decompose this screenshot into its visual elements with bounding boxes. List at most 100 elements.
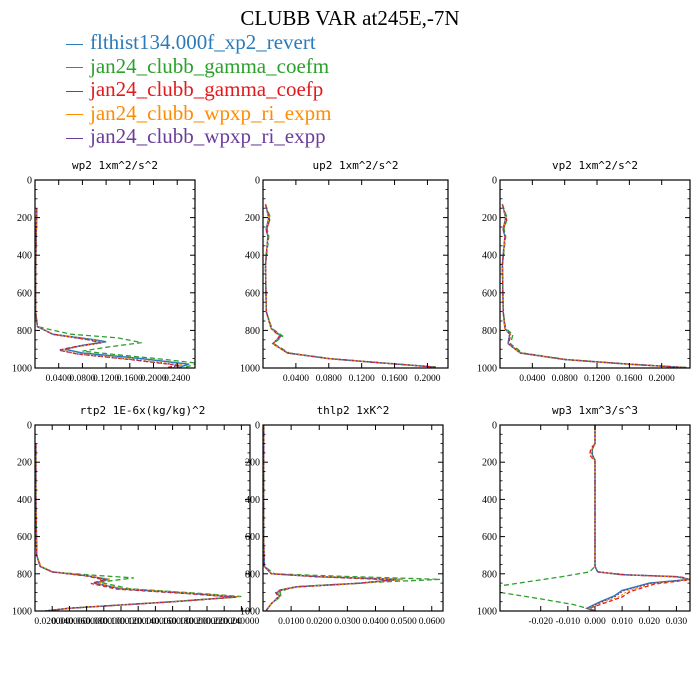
legend-swatch — [66, 43, 83, 45]
legend-swatch — [66, 67, 83, 69]
y-tick-label: 200 — [17, 458, 32, 469]
series-line — [264, 204, 436, 368]
legend-label: jan24_clubb_wpxp_ri_expp — [90, 124, 326, 148]
x-tick-label: 0.0400 — [519, 374, 545, 384]
series-line — [35, 208, 190, 368]
x-tick-label: 0.1200 — [584, 374, 610, 384]
x-tick-label: 0.2000 — [140, 374, 166, 384]
plot-frame — [34, 179, 196, 369]
series-line — [501, 204, 687, 368]
panel-title: up2 1xm^2/s^2 — [312, 159, 398, 172]
legend-entry: jan24_clubb_wpxp_ri_expm — [64, 100, 332, 126]
y-tick-label: 600 — [482, 532, 497, 543]
y-tick-label: 200 — [245, 213, 260, 224]
x-tick-label: 0.000 — [584, 617, 606, 627]
plot-frame — [34, 424, 251, 612]
series-line — [584, 425, 690, 611]
x-tick-label: 0.080000 — [86, 617, 122, 627]
series-line — [35, 443, 235, 611]
x-tick-label: 0.100000 — [103, 617, 139, 627]
panel-title: wp2 1xm^2/s^2 — [72, 159, 158, 172]
series-line — [587, 425, 690, 611]
chart-panel: rtp2 1E-6x(kg/kg)^2020040060080010000.02… — [12, 404, 259, 627]
series-line — [264, 204, 438, 368]
x-tick-label: 0.140000 — [138, 617, 174, 627]
legend: flthist134.000f_xp2_revert jan24_clubb_g… — [64, 30, 332, 149]
series-line — [501, 204, 688, 368]
series-group — [501, 204, 688, 368]
x-tick-label: -0.020 — [528, 617, 553, 627]
plot-frame — [262, 179, 449, 369]
y-tick-label: 800 — [17, 326, 32, 337]
series-line — [35, 443, 237, 611]
x-tick-label: 0.040000 — [52, 617, 88, 627]
x-tick-label: 0.020 — [639, 617, 661, 627]
series-line — [35, 443, 238, 611]
legend-label: jan24_clubb_wpxp_ri_expm — [90, 100, 332, 125]
x-tick-label: 0.120000 — [120, 617, 156, 627]
panel-title: rtp2 1E-6x(kg/kg)^2 — [80, 404, 206, 417]
y-tick-label: 600 — [482, 288, 497, 299]
series-line — [263, 425, 404, 611]
x-tick-label: 0.2000 — [414, 374, 440, 384]
plot-frame — [499, 179, 691, 369]
x-tick-label: 0.0800 — [552, 374, 578, 384]
x-tick-label: 0.0500 — [391, 617, 417, 627]
series-line — [501, 204, 687, 368]
series-group — [35, 208, 195, 368]
x-tick-label: 0.0200 — [306, 617, 332, 627]
y-tick-label: 1000 — [240, 364, 260, 375]
series-line — [586, 425, 690, 611]
y-tick-label: 0 — [27, 176, 32, 187]
y-tick-label: 800 — [245, 326, 260, 337]
x-tick-label: 0.1600 — [117, 374, 143, 384]
x-tick-label: 0.020000 — [34, 617, 70, 627]
x-tick-label: 0.0400 — [283, 374, 309, 384]
x-tick-label: -0.010 — [556, 617, 581, 627]
y-tick-label: 0 — [255, 176, 260, 187]
y-tick-label: 0 — [492, 421, 497, 432]
x-tick-label: 0.0300 — [334, 617, 360, 627]
y-tick-label: 1000 — [477, 607, 497, 618]
y-tick-label: 800 — [482, 326, 497, 337]
y-tick-label: 800 — [482, 569, 497, 580]
legend-label: jan24_clubb_gamma_coefm — [90, 53, 330, 78]
x-tick-label: 0.180000 — [172, 617, 208, 627]
series-line — [264, 204, 436, 368]
chart-panel: vp2 1xm^2/s^2 0 200 400 600 800 1000 0.0400 0.08… — [477, 159, 691, 384]
series-line — [264, 204, 436, 368]
series-line — [35, 208, 195, 368]
x-tick-label: 0.240000 — [224, 617, 260, 627]
series-line — [35, 208, 181, 368]
series-line — [500, 425, 596, 611]
chart-panel: up2 1xm^2/s^2 0 200 400 600 800 1000 0.0400 0.08… — [240, 159, 449, 384]
chart-panel: wp2 1xm^2/s^2 0 200 400 600 800 1000 0.04000.08… — [12, 159, 196, 384]
panel-title: thlp2 1xK^2 — [317, 404, 390, 417]
panel-title: wp3 1xm^3/s^3 — [552, 404, 638, 417]
series-line — [35, 208, 184, 368]
chart-panel: wp3 1xm^3/s^3 0 200 400 600 800 1000 -0.020 -0.0… — [477, 404, 691, 627]
x-tick-label: 0.2000 — [649, 374, 675, 384]
x-tick-label: 0.1600 — [381, 374, 407, 384]
legend-entry: jan24_clubb_gamma_coefm — [64, 53, 331, 79]
x-tick-label: 0.200000 — [189, 617, 225, 627]
panel-title: vp2 1xm^2/s^2 — [552, 159, 638, 172]
figure-title: CLUBB VAR at245E,-7N — [240, 6, 460, 30]
series-line — [35, 443, 242, 611]
y-tick-label: 400 — [482, 251, 497, 262]
x-tick-label: 0.220000 — [206, 617, 242, 627]
series-line — [264, 204, 436, 368]
series-group — [500, 425, 690, 611]
y-tick-label: 200 — [482, 458, 497, 469]
y-tick-label: 400 — [17, 251, 32, 262]
x-tick-label: 0.0600 — [419, 617, 445, 627]
series-group — [35, 443, 242, 611]
legend-label: flthist134.000f_xp2_revert — [90, 30, 316, 54]
legend-swatch — [66, 90, 83, 92]
y-tick-label: 200 — [17, 213, 32, 224]
x-tick-label: 0.1200 — [349, 374, 375, 384]
y-tick-label: 400 — [482, 495, 497, 506]
y-tick-label: 1000 — [477, 364, 497, 375]
legend-swatch — [66, 137, 83, 139]
